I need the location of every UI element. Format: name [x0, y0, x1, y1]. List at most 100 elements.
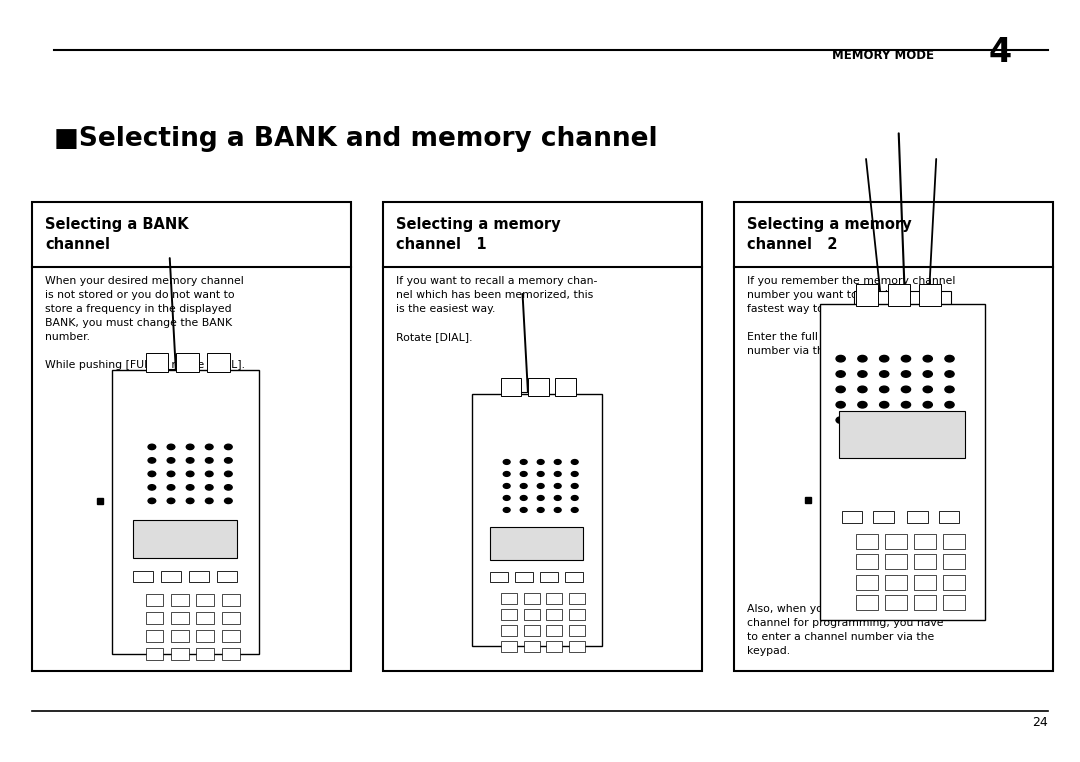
Bar — [171, 613, 189, 624]
Bar — [569, 593, 585, 604]
Circle shape — [858, 371, 867, 377]
Bar — [146, 613, 163, 624]
Circle shape — [205, 485, 213, 490]
Circle shape — [205, 498, 213, 504]
Circle shape — [521, 459, 527, 464]
Circle shape — [945, 355, 954, 362]
Circle shape — [521, 484, 527, 488]
Circle shape — [148, 444, 156, 450]
Bar — [524, 609, 540, 620]
Circle shape — [836, 386, 846, 392]
Text: 24: 24 — [1031, 716, 1048, 729]
Circle shape — [858, 355, 867, 362]
Circle shape — [879, 355, 889, 362]
Bar — [854, 291, 950, 309]
Circle shape — [167, 471, 175, 476]
Bar — [886, 595, 907, 610]
Bar — [146, 630, 163, 642]
Circle shape — [571, 495, 578, 501]
Circle shape — [858, 402, 867, 408]
Circle shape — [858, 417, 867, 424]
Circle shape — [945, 402, 954, 408]
Bar — [919, 284, 941, 306]
Bar — [944, 533, 966, 549]
Bar — [820, 304, 985, 620]
Bar — [555, 378, 576, 395]
Circle shape — [521, 507, 527, 512]
Circle shape — [148, 471, 156, 476]
Circle shape — [945, 417, 954, 424]
Bar — [197, 613, 214, 624]
Circle shape — [205, 458, 213, 463]
Bar — [501, 641, 517, 652]
Circle shape — [503, 507, 510, 512]
Bar — [734, 202, 1053, 671]
Bar — [197, 594, 214, 606]
Bar — [222, 630, 240, 642]
Circle shape — [923, 355, 932, 362]
Circle shape — [186, 444, 194, 450]
Text: Also, when you want to recall a blank
channel for programming, you have
to enter: Also, when you want to recall a blank ch… — [747, 604, 951, 655]
Circle shape — [902, 402, 910, 408]
Circle shape — [148, 485, 156, 490]
Circle shape — [571, 472, 578, 476]
Circle shape — [923, 402, 932, 408]
Circle shape — [186, 458, 194, 463]
Bar — [546, 641, 563, 652]
Bar — [546, 609, 563, 620]
Bar — [546, 593, 563, 604]
Circle shape — [923, 371, 932, 377]
Bar — [32, 202, 351, 671]
Circle shape — [148, 458, 156, 463]
Bar — [915, 575, 936, 590]
Bar — [512, 392, 538, 410]
Bar — [514, 572, 532, 582]
Circle shape — [225, 444, 232, 450]
Text: When your desired memory channel
is not stored or you do not want to
store a fre: When your desired memory channel is not … — [45, 276, 245, 370]
Circle shape — [225, 498, 232, 504]
Bar — [112, 370, 259, 654]
Circle shape — [858, 386, 867, 392]
Circle shape — [186, 471, 194, 476]
Bar — [524, 593, 540, 604]
Bar — [189, 571, 210, 582]
Circle shape — [167, 498, 175, 504]
Text: If you want to recall a memory chan-
nel which has been memorized, this
is the e: If you want to recall a memory chan- nel… — [396, 276, 597, 342]
Bar — [176, 353, 199, 373]
Bar — [472, 394, 602, 646]
Bar — [856, 575, 878, 590]
Bar — [856, 595, 878, 610]
Circle shape — [205, 444, 213, 450]
Circle shape — [902, 386, 910, 392]
Bar — [222, 594, 240, 606]
Bar — [939, 511, 959, 523]
Circle shape — [537, 472, 544, 476]
Bar — [501, 378, 522, 395]
Circle shape — [537, 495, 544, 501]
Bar — [915, 554, 936, 569]
Bar — [171, 630, 189, 642]
Circle shape — [902, 355, 910, 362]
Bar — [886, 575, 907, 590]
Text: MEMORY MODE: MEMORY MODE — [832, 50, 933, 62]
Bar — [159, 369, 186, 389]
Bar — [565, 572, 583, 582]
Bar — [383, 202, 702, 671]
Bar — [888, 284, 909, 306]
Bar — [197, 630, 214, 642]
Circle shape — [879, 402, 889, 408]
Bar — [146, 594, 163, 606]
Bar — [222, 613, 240, 624]
Bar — [856, 554, 878, 569]
Circle shape — [503, 459, 510, 464]
Text: Selecting a memory
channel   2: Selecting a memory channel 2 — [747, 217, 912, 251]
Circle shape — [537, 507, 544, 512]
Bar — [133, 571, 153, 582]
Bar — [839, 411, 966, 458]
Circle shape — [554, 459, 562, 464]
Bar — [569, 609, 585, 620]
Circle shape — [902, 371, 910, 377]
Circle shape — [836, 371, 846, 377]
Bar — [217, 571, 238, 582]
Bar — [222, 648, 240, 660]
